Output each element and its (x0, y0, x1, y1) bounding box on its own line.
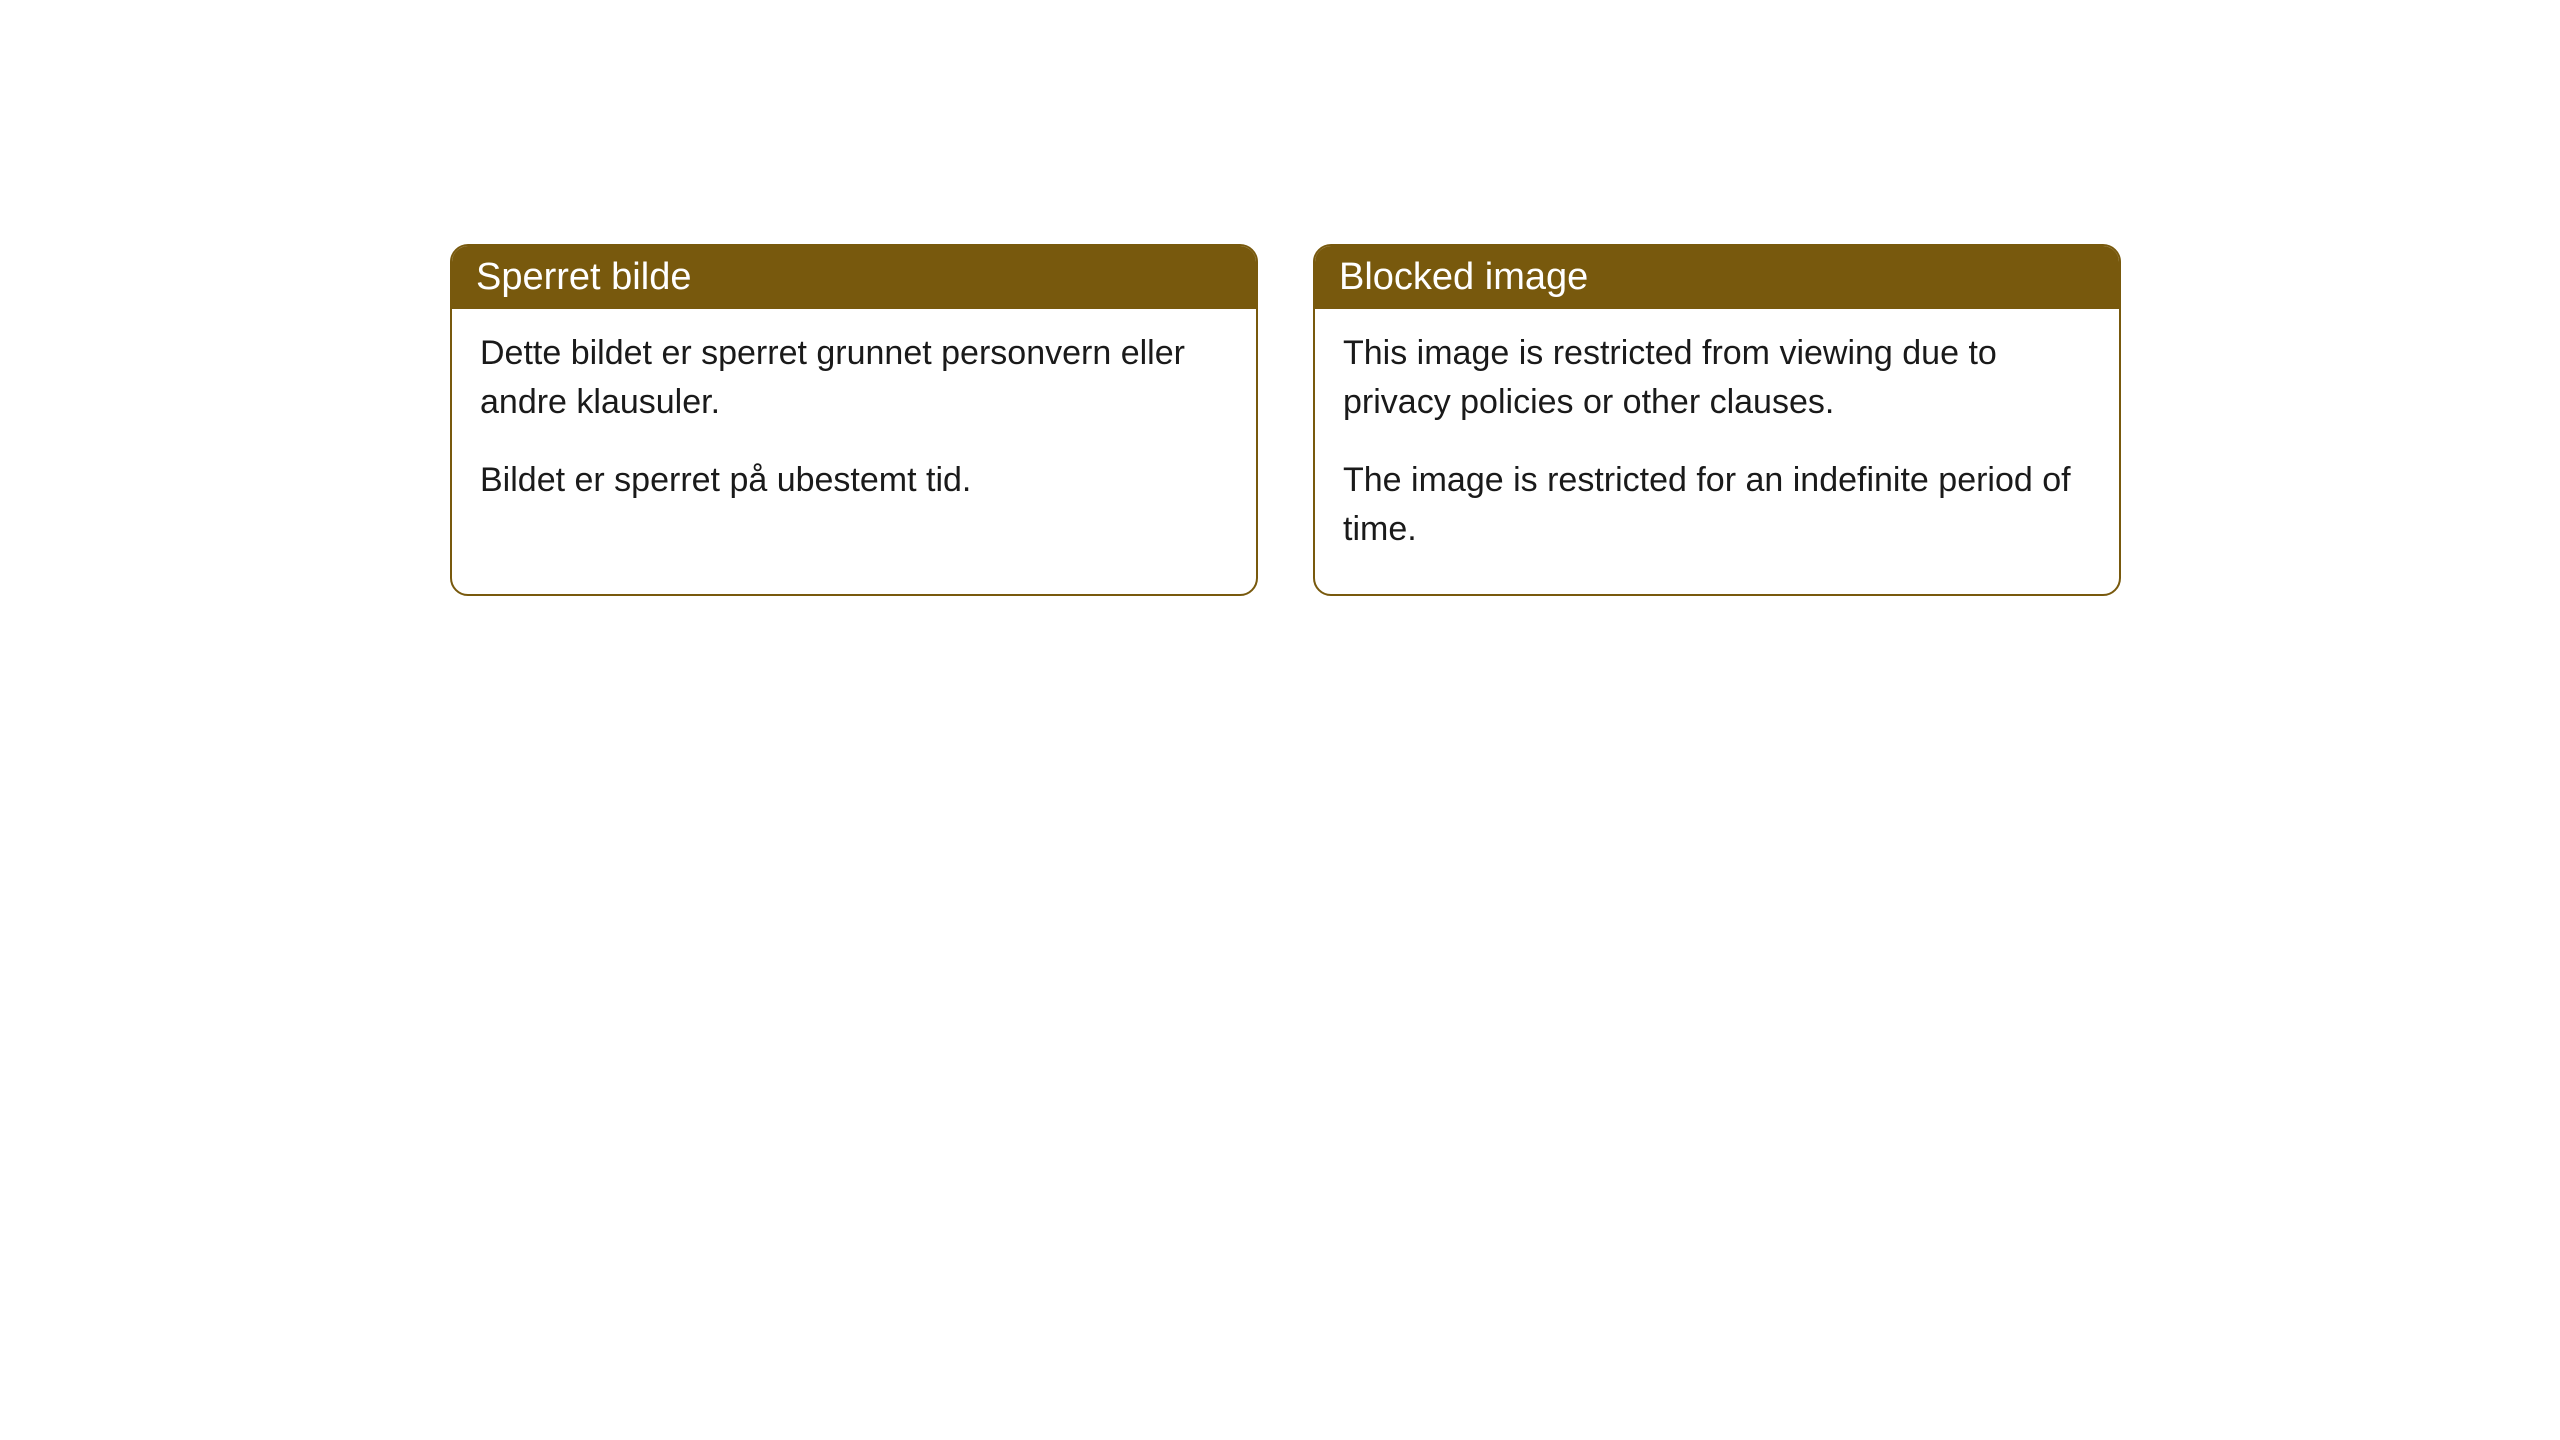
notice-text-line2: The image is restricted for an indefinit… (1343, 456, 2091, 555)
notice-card-norwegian: Sperret bilde Dette bildet er sperret gr… (450, 244, 1258, 596)
card-body-english: This image is restricted from viewing du… (1315, 309, 2119, 594)
card-header-english: Blocked image (1315, 246, 2119, 309)
card-body-norwegian: Dette bildet er sperret grunnet personve… (452, 309, 1256, 545)
notice-text-line1: This image is restricted from viewing du… (1343, 329, 2091, 428)
notice-text-line1: Dette bildet er sperret grunnet personve… (480, 329, 1228, 428)
notice-text-line2: Bildet er sperret på ubestemt tid. (480, 456, 1228, 505)
card-header-norwegian: Sperret bilde (452, 246, 1256, 309)
notice-card-english: Blocked image This image is restricted f… (1313, 244, 2121, 596)
notice-cards-container: Sperret bilde Dette bildet er sperret gr… (450, 244, 2121, 596)
